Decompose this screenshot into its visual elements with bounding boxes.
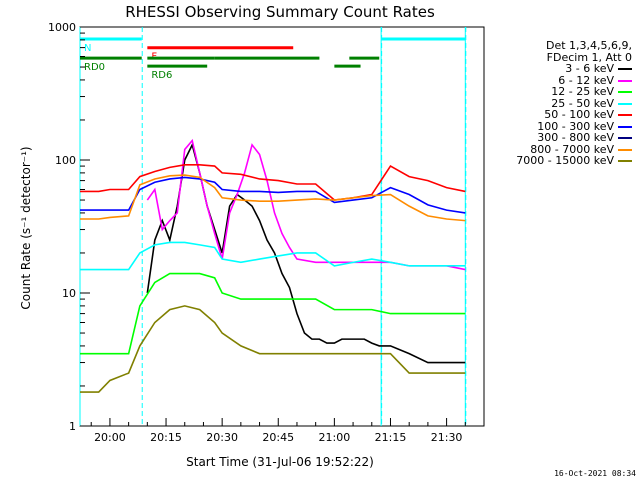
y-axis-label: Count Rate (s⁻¹ detector⁻¹)	[19, 146, 33, 309]
legend-label: 50 - 100 keV	[544, 108, 614, 121]
x-tick-label: 21:00	[319, 431, 351, 444]
x-tick-label: 20:00	[94, 431, 126, 444]
legend-header-line-2: FDecim 1, Att 0	[546, 50, 632, 64]
legend-swatch	[618, 125, 632, 128]
legend-swatch	[618, 102, 632, 105]
series-line-8	[80, 305, 466, 393]
legend-label: 25 - 50 keV	[551, 96, 614, 110]
series-line-1	[146, 138, 466, 271]
legend-swatch	[618, 68, 632, 70]
x-tick-label: 20:45	[262, 431, 294, 444]
y-tick-label: 100	[55, 154, 76, 167]
legend-header-line-1: Det 1,3,4,5,6,9,	[545, 39, 632, 52]
x-tick-label: 20:15	[150, 431, 182, 444]
legend-label: 7000 - 15000 keV	[516, 154, 614, 167]
legend-item: 6 - 12 keV	[516, 73, 632, 87]
series-line-5	[80, 176, 466, 214]
legend-label: 800 - 7000 keV	[530, 142, 614, 156]
plot-frame	[79, 26, 485, 427]
flag-label-rd0: RD0	[84, 62, 105, 73]
x-tick-label: 21:15	[375, 431, 407, 444]
series-line-0	[146, 142, 466, 364]
legend-item: 25 - 50 keV	[516, 96, 632, 110]
legend-item: 7000 - 15000 keV	[516, 155, 632, 167]
flag-label-rd6: RD6	[151, 70, 172, 81]
legend-item: 800 - 7000 keV	[516, 142, 632, 156]
x-axis-label: Start Time (31-Jul-06 19:52:22)	[186, 455, 374, 469]
legend-swatch	[618, 114, 632, 116]
timestamp: 16-Oct-2021 08:34	[554, 469, 636, 478]
series-line-2	[80, 272, 466, 355]
chart-legend: Det 1,3,4,5,6,9, FDecim 1, Att 0 3 - 6 k…	[516, 40, 632, 167]
legend-item: 50 - 100 keV	[516, 109, 632, 121]
legend-label: 12 - 25 keV	[551, 85, 614, 98]
y-tick-label: 1	[69, 420, 76, 433]
legend-swatch	[618, 160, 632, 162]
legend-label: 3 - 6 keV	[565, 62, 614, 75]
legend-label: 100 - 300 keV	[537, 119, 614, 133]
x-tick-label: 21:30	[431, 431, 463, 444]
legend-item: 300 - 800 keV	[516, 132, 632, 144]
legend-swatch	[618, 148, 632, 151]
legend-swatch	[618, 137, 632, 139]
legend-item: 3 - 6 keV	[516, 63, 632, 75]
chart-title: RHESSI Observing Summary Count Rates	[125, 3, 435, 21]
legend-item: 100 - 300 keV	[516, 119, 632, 133]
y-tick-label: 1000	[48, 21, 76, 34]
legend-label: 300 - 800 keV	[537, 131, 614, 144]
legend-swatch	[618, 79, 632, 82]
series-line-3	[80, 241, 466, 271]
series-line-4	[80, 164, 466, 201]
x-tick-label: 20:30	[206, 431, 238, 444]
y-tick-label: 10	[62, 287, 76, 300]
legend-swatch	[618, 91, 632, 93]
series-line-7	[80, 174, 466, 222]
legend-item: 12 - 25 keV	[516, 86, 632, 98]
flag-label-n: N	[84, 43, 91, 54]
legend-label: 6 - 12 keV	[558, 73, 614, 87]
